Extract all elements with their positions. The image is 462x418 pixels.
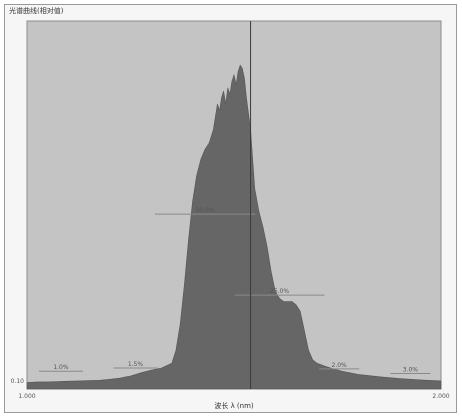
y-tick-label: 0.10 [11, 378, 25, 385]
spectrum-area [26, 64, 442, 390]
window-title: 光谱曲线(相对值) [9, 7, 64, 15]
x-axis-label: 波长 λ (nm) [214, 401, 254, 410]
annotation-label: 25.0% [270, 288, 289, 295]
x-tick-label-min: 1.000 [18, 393, 35, 400]
annotation-label: 1.0% [53, 364, 69, 371]
annotation-label: 3.0% [403, 366, 419, 373]
annotation-label: 50.0% [195, 207, 214, 214]
annotation-layer: 1.0% 1.5% 50.0% 25.0% 2.0% 3.0% [38, 207, 431, 374]
annotation-label: 2.0% [332, 362, 348, 369]
x-tick-label-max: 2.000 [432, 393, 449, 400]
annotation-label: 1.5% [128, 361, 144, 368]
